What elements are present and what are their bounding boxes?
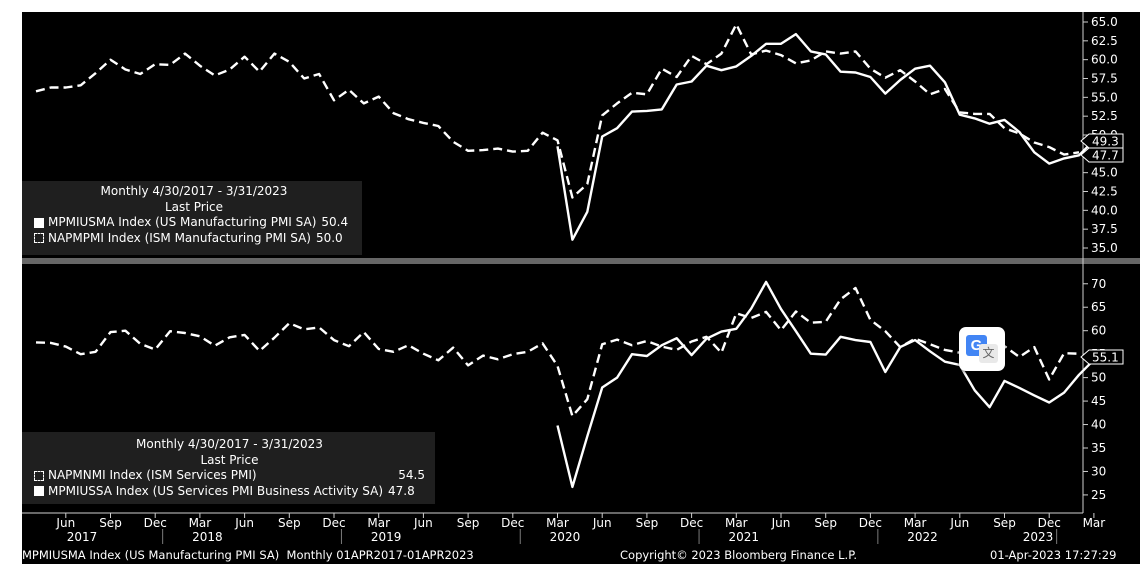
top-legend-entry-napmpmi: NAPMPMI Index (ISM Manufacturing PMI SA)…	[34, 231, 354, 247]
y-tick-label: 45.0	[1091, 166, 1118, 180]
y-tick-label: 52.5	[1091, 109, 1118, 123]
top-legend-entry-label: NAPMPMI Index (ISM Manufacturing PMI SA)	[48, 230, 311, 245]
x-tick-label: Jun	[592, 516, 612, 530]
panel-divider	[22, 258, 1140, 264]
x-year-label: 2023	[1023, 530, 1054, 544]
x-tick-label: Mar	[725, 516, 748, 530]
x-tick-label: Jun	[949, 516, 969, 530]
dashed-series-line	[35, 23, 1080, 199]
footer-series-info: MPMIUSMA Index (US Manufacturing PMI SA)…	[22, 548, 474, 562]
x-tick-label: Dec	[501, 516, 524, 530]
dashed-line-swatch-icon	[34, 470, 44, 481]
x-tick-label: Mar	[904, 516, 927, 530]
y-tick-label: 30	[1091, 464, 1106, 478]
x-tick-label: Mar	[546, 516, 569, 530]
dashed-series-line	[35, 286, 1080, 418]
top-legend-entry-value: 50.0	[315, 230, 343, 245]
bottom-legend-entry-label: NAPMNMI Index (ISM Services PMI)	[48, 468, 257, 482]
x-tick-label: Sep	[99, 516, 122, 530]
y-tick-label: 42.5	[1091, 185, 1118, 199]
y-tick-label: 35.0	[1091, 241, 1118, 255]
x-year-label: 2018	[192, 530, 223, 544]
last-value-tag-label: 47.7	[1092, 149, 1119, 163]
x-tick-label: Sep	[457, 516, 480, 530]
y-tick-label: 45	[1091, 394, 1106, 408]
solid-series-line	[556, 32, 1095, 241]
y-tick-label: 40.0	[1091, 203, 1118, 217]
top-legend-header: Monthly 4/30/2017 - 3/31/2023	[100, 184, 288, 198]
y-tick-label: 65	[1091, 300, 1106, 314]
bottom-legend: Monthly 4/30/2017 - 3/31/2023 Last Price…	[22, 432, 435, 504]
x-tick-label: Mar	[1083, 516, 1106, 530]
top-legend-subheader: Last Price	[164, 199, 224, 214]
y-tick-label: 35	[1091, 441, 1106, 455]
x-year-label: 2020	[550, 530, 581, 544]
y-tick-label: 62.5	[1091, 34, 1118, 48]
bottom-legend-subheader: Last Price	[200, 452, 259, 467]
x-tick-label: Dec	[144, 516, 167, 530]
x-tick-label: Sep	[636, 516, 659, 530]
last-value-tag	[1080, 147, 1124, 163]
x-tick-label: Dec	[859, 516, 882, 530]
bottom-panel: 7065605550454035302555.1	[35, 277, 1124, 502]
top-panel: 65.062.560.057.555.052.550.047.545.042.5…	[35, 15, 1124, 255]
y-tick-label: 65.0	[1091, 15, 1118, 29]
last-value-tag-label: 49.3	[1092, 135, 1119, 149]
last-value-tag	[1080, 349, 1124, 365]
x-tick-label: Dec	[322, 516, 345, 530]
x-year-label: 2019	[371, 530, 402, 544]
top-legend-entry-label: MPMIUSMA Index (US Manufacturing PMI SA)	[48, 215, 317, 229]
x-tick-label: Jun	[413, 516, 433, 530]
x-tick-label: Sep	[278, 516, 301, 530]
x-year-label: 2022	[907, 530, 938, 544]
y-tick-label: 37.5	[1091, 222, 1118, 236]
y-tick-label: 60.0	[1091, 53, 1118, 67]
y-tick-label: 50	[1091, 371, 1106, 385]
bottom-legend-entry-napmnmi: NAPMNMI Index (ISM Services PMI) 54.5	[34, 468, 425, 484]
x-tick-label: Jun	[55, 516, 75, 530]
last-value-tag-label: 55.1	[1092, 351, 1119, 365]
bottom-legend-header: Monthly 4/30/2017 - 3/31/2023	[136, 437, 323, 451]
y-tick-label: 40	[1091, 418, 1106, 432]
x-tick-label: Dec	[1038, 516, 1061, 530]
x-tick-label: Mar	[189, 516, 212, 530]
solid-series-line	[556, 280, 1095, 489]
footer-copyright: Copyright© 2023 Bloomberg Finance L.P.	[620, 548, 857, 562]
google-translate-icon[interactable]: G 文	[959, 327, 1005, 371]
y-tick-label: 70	[1091, 277, 1106, 291]
bottom-legend-entry-value: 47.8	[388, 483, 415, 498]
translate-glyph-badge: 文	[979, 344, 998, 363]
x-tick-label: Dec	[680, 516, 703, 530]
y-tick-label: 60	[1091, 324, 1106, 338]
footer-background	[22, 544, 1140, 564]
bottom-legend-entry-value: 54.5	[398, 468, 425, 482]
x-tick-label: Jun	[771, 516, 791, 530]
bottom-legend-entry-label: MPMIUSSA Index (US Services PMI Business…	[48, 483, 384, 498]
solid-line-swatch-icon	[34, 217, 44, 228]
top-legend-entry-mpmiusma: MPMIUSMA Index (US Manufacturing PMI SA)…	[34, 215, 354, 231]
x-tick-label: Jun	[234, 516, 254, 530]
x-year-label: 2017	[67, 530, 98, 544]
x-year-label: 2021	[728, 530, 759, 544]
footer-timestamp: 01-Apr-2023 17:27:29	[990, 548, 1117, 562]
x-tick-label: Mar	[367, 516, 390, 530]
y-tick-label: 57.5	[1091, 72, 1118, 86]
x-tick-label: Sep	[993, 516, 1016, 530]
top-legend: Monthly 4/30/2017 - 3/31/2023 Last Price…	[22, 181, 362, 255]
y-tick-label: 25	[1091, 488, 1106, 502]
solid-line-swatch-icon	[34, 486, 44, 497]
top-legend-entry-value: 50.4	[321, 215, 349, 229]
bottom-legend-entry-mpmiussa: MPMIUSSA Index (US Services PMI Business…	[34, 484, 425, 500]
dashed-line-swatch-icon	[34, 233, 44, 244]
x-tick-label: Sep	[814, 516, 837, 530]
y-tick-label: 55.0	[1091, 90, 1118, 104]
last-value-tag	[1080, 133, 1124, 149]
